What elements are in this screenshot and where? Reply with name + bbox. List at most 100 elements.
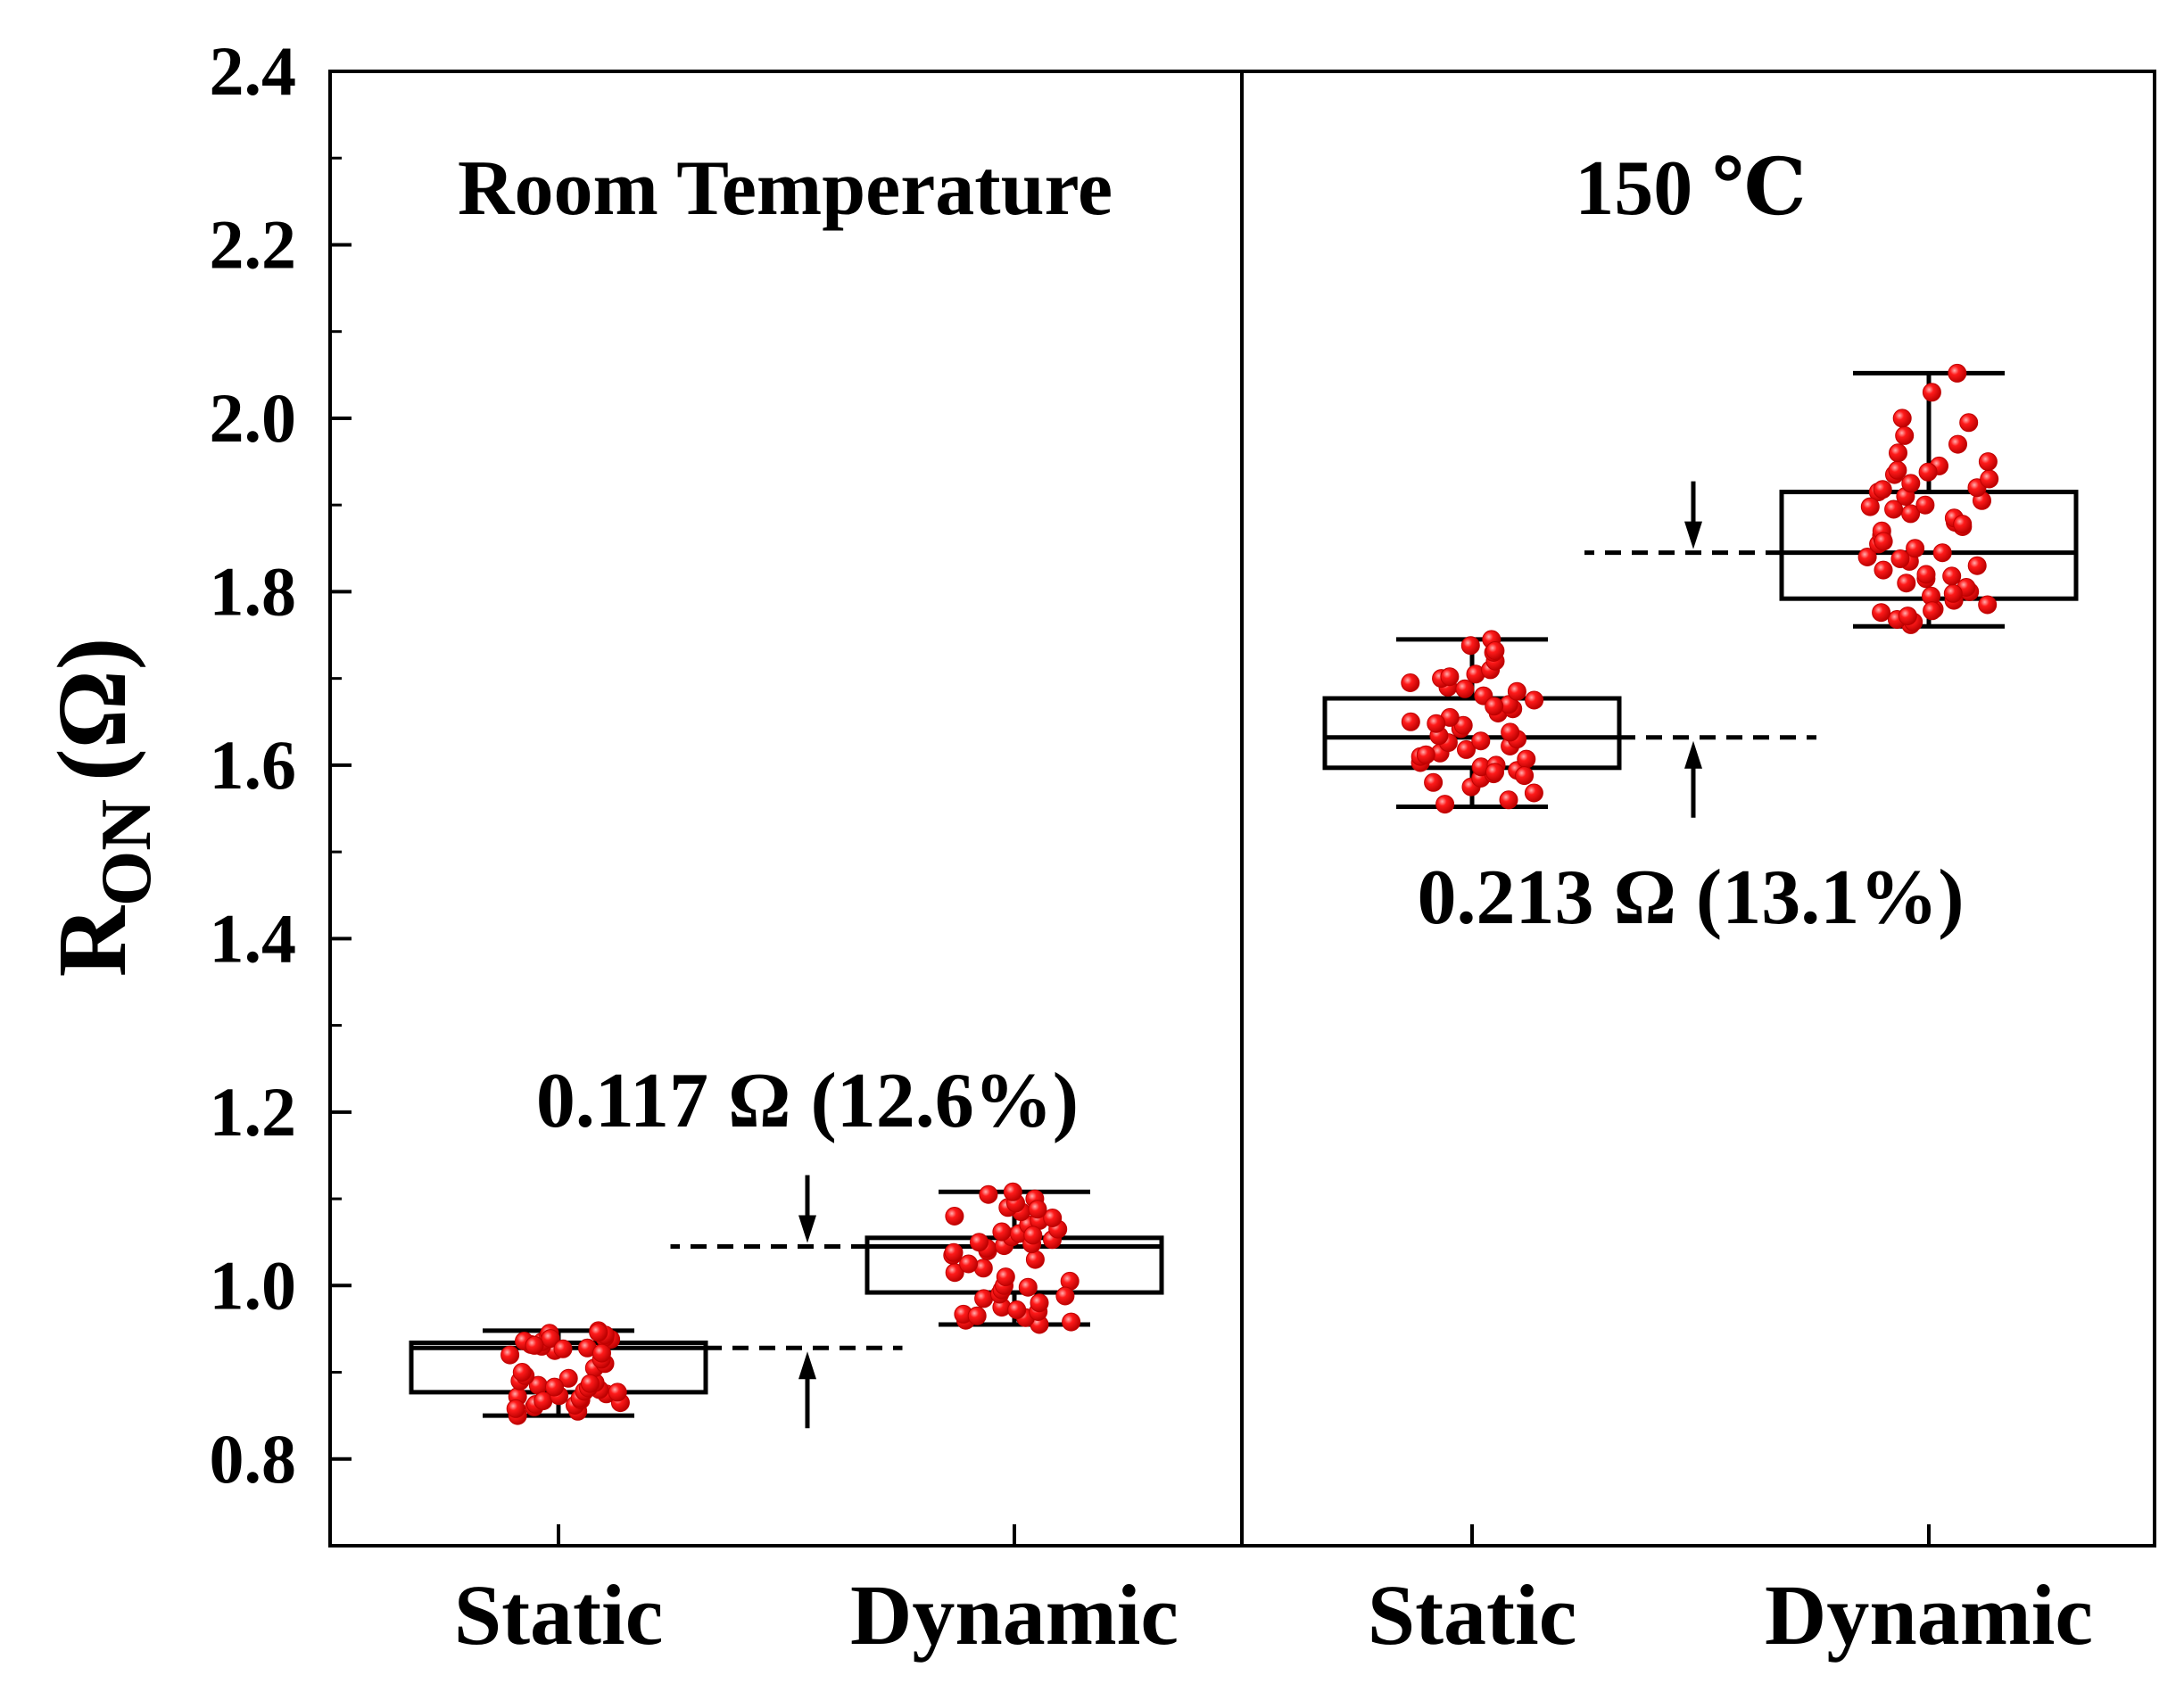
- data-point: [1889, 443, 1907, 463]
- data-point: [1424, 772, 1444, 792]
- data-point: [592, 1343, 611, 1363]
- data-point: [1895, 425, 1915, 445]
- arrow-down-head: [798, 1215, 816, 1243]
- data-point: [1485, 641, 1505, 660]
- data-point: [1932, 543, 1952, 563]
- data-point: [1485, 763, 1504, 782]
- data-point: [1873, 480, 1892, 499]
- panel-title: Room Temperature: [458, 145, 1113, 232]
- boxes-layer: [409, 370, 2079, 1429]
- data-point: [545, 1377, 564, 1397]
- data-point: [1906, 539, 1925, 558]
- box-iqr: [1322, 696, 1622, 771]
- data-point: [992, 1222, 1012, 1242]
- data-point: [589, 1323, 608, 1342]
- data-point: [1978, 595, 1998, 615]
- data-point: [1892, 409, 1912, 428]
- data-point: [558, 1368, 578, 1388]
- data-point: [1943, 583, 1963, 603]
- difference-annotation: 0.117 Ω (12.6%): [536, 1058, 1079, 1144]
- data-point: [979, 1184, 998, 1204]
- data-point: [1874, 560, 1893, 580]
- axes-layer: [328, 70, 2156, 1548]
- data-point: [1874, 532, 1893, 551]
- y-axis-label-main: R: [37, 904, 146, 977]
- arrow-down-head: [1684, 521, 1702, 549]
- data-point: [967, 1306, 987, 1325]
- difference-annotation: 0.213 Ω (13.1%): [1417, 854, 1964, 941]
- data-point: [1978, 452, 1998, 472]
- data-point: [1953, 515, 1973, 534]
- data-point: [1416, 745, 1435, 764]
- x-tick-label: Static: [1368, 1567, 1577, 1663]
- data-point: [1942, 566, 1962, 586]
- data-point: [1959, 413, 1979, 433]
- data-point: [1525, 690, 1544, 710]
- data-point: [541, 1329, 560, 1349]
- data-point: [581, 1374, 600, 1393]
- data-point: [1898, 607, 1917, 626]
- data-point: [1948, 434, 1967, 454]
- y-axis-label: RON (Ω): [37, 638, 166, 978]
- data-point: [1967, 556, 1987, 575]
- y-tick-label: 2.2: [210, 205, 297, 283]
- x-tick-label: Dynamic: [850, 1567, 1179, 1663]
- data-point: [1028, 1200, 1047, 1219]
- data-point: [506, 1399, 525, 1418]
- data-point: [944, 1242, 964, 1262]
- data-point: [1460, 636, 1480, 656]
- data-point: [1515, 766, 1535, 786]
- data-point: [1440, 667, 1460, 687]
- data-point: [500, 1345, 520, 1365]
- data-point: [959, 1254, 979, 1274]
- data-point: [1918, 462, 1938, 482]
- data-point: [1485, 697, 1504, 716]
- data-point: [525, 1335, 544, 1355]
- data-point: [1062, 1312, 1081, 1332]
- data-point: [1030, 1293, 1049, 1313]
- data-point: [1857, 548, 1877, 566]
- data-point: [1435, 795, 1455, 814]
- data-point: [1884, 499, 1904, 519]
- data-point: [1916, 565, 1936, 584]
- data-point: [1922, 383, 1941, 402]
- data-point: [1915, 495, 1935, 515]
- data-point: [1427, 714, 1446, 733]
- data-point: [1018, 1277, 1038, 1297]
- data-point: [1055, 1286, 1075, 1306]
- data-point: [1517, 749, 1536, 769]
- data-point: [1007, 1300, 1027, 1319]
- points-layer: [500, 363, 1999, 1425]
- data-point: [553, 1339, 573, 1358]
- arrow-up-head: [798, 1351, 816, 1380]
- y-axis-label-unit: (Ω): [37, 638, 146, 781]
- y-tick-label: 1.2: [210, 1073, 297, 1151]
- data-point: [608, 1382, 627, 1402]
- data-point: [1043, 1209, 1063, 1227]
- data-point: [1003, 1182, 1022, 1201]
- x-tick-label: Dynamic: [1765, 1567, 2093, 1663]
- data-point: [1401, 712, 1420, 731]
- data-point: [970, 1233, 989, 1252]
- y-tick-label: 1.0: [210, 1246, 297, 1324]
- text-layer: 0.8 1.0 1.2 1.4 1.6 1.8 2.0 2.2 2.4 RON (Ω) Room Te…: [37, 32, 2093, 1663]
- y-tick-label: 1.8: [210, 552, 297, 630]
- data-point: [1025, 1250, 1045, 1269]
- data-point: [1023, 1226, 1043, 1245]
- data-point: [1897, 574, 1916, 593]
- y-tick-label: 1.4: [210, 899, 297, 977]
- data-point: [974, 1289, 994, 1308]
- data-point: [1507, 681, 1526, 701]
- data-point: [1901, 474, 1921, 493]
- data-point: [1948, 363, 1967, 383]
- y-tick-label: 0.8: [210, 1420, 297, 1498]
- data-point: [1923, 601, 1942, 621]
- y-tick-label: 2.0: [210, 379, 297, 457]
- data-point: [1872, 603, 1891, 623]
- data-point: [1401, 673, 1420, 692]
- data-point: [1888, 460, 1907, 480]
- data-point: [1499, 790, 1518, 810]
- data-point: [945, 1207, 964, 1226]
- data-point: [1501, 722, 1520, 742]
